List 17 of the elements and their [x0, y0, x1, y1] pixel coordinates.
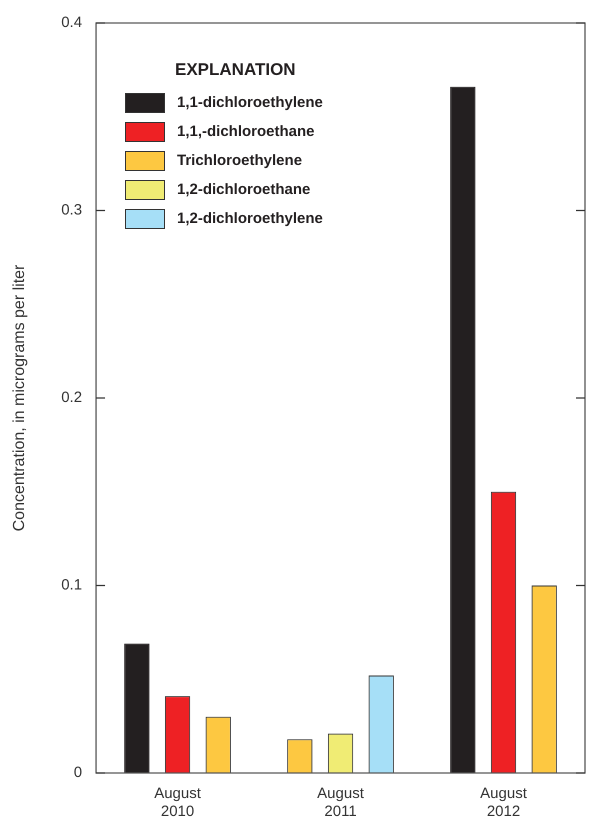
x-tick-label: August 2011: [317, 785, 365, 820]
bar: [124, 644, 150, 773]
y-tick-label: 0.4: [61, 14, 82, 32]
x-tick-label: August 2012: [480, 785, 528, 820]
bar: [450, 86, 476, 773]
legend-label: 1,1-dichloroethylene: [177, 94, 323, 111]
legend-label: Trichloroethylene: [177, 152, 302, 169]
y-tick-label: 0.2: [61, 389, 82, 406]
y-tick-label: 0.3: [61, 202, 82, 219]
y-axis-title: Concentration, in micrograms per liter: [11, 264, 28, 532]
y-tick-label: 0.1: [61, 576, 82, 594]
legend-label: 1,1,-dichloroethane: [177, 123, 315, 140]
legend-title: EXPLANATION: [175, 60, 297, 80]
y-tick-label: 0: [74, 764, 82, 782]
legend-label: 1,2-dichloroethylene: [177, 210, 323, 227]
legend-label: 1,2-dichloroethane: [177, 181, 310, 198]
x-tick-label: August 2010: [154, 785, 202, 820]
